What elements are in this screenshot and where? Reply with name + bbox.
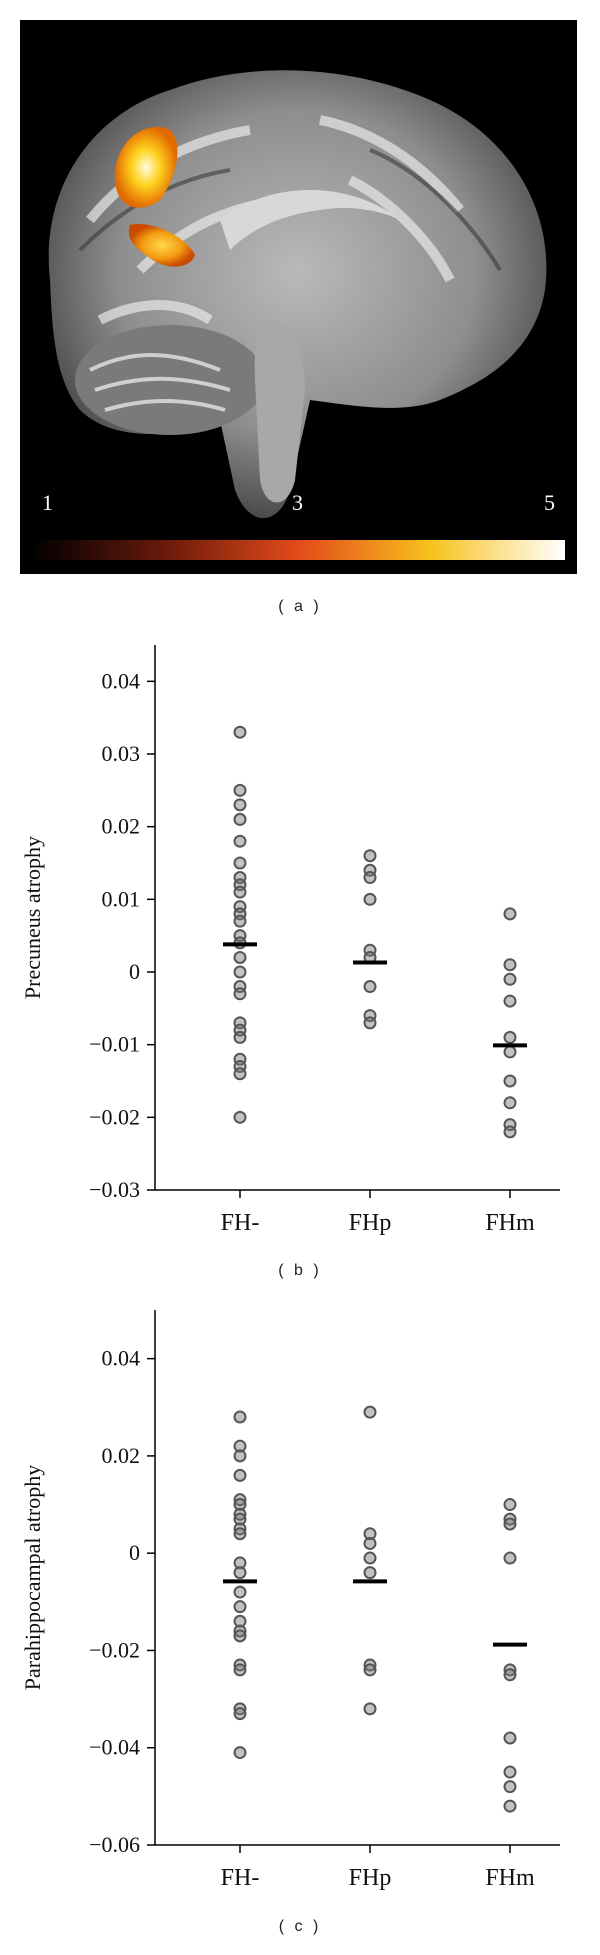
activation-parahippocampal <box>128 224 195 267</box>
y-tick-label: 0.04 <box>102 668 141 693</box>
data-point <box>233 1449 247 1463</box>
data-point <box>363 1663 377 1677</box>
x-tick-label: FH- <box>221 1865 260 1891</box>
data-point <box>233 1030 247 1044</box>
data-point <box>233 987 247 1001</box>
data-point <box>233 1468 247 1482</box>
data-point <box>233 1746 247 1760</box>
data-point <box>503 1498 517 1512</box>
data-point <box>363 849 377 863</box>
y-tick-label: 0.02 <box>102 814 141 839</box>
data-point <box>363 1405 377 1419</box>
data-point <box>233 1067 247 1081</box>
data-point <box>503 1780 517 1794</box>
data-point <box>363 1016 377 1030</box>
y-tick-label: 0.01 <box>102 886 141 911</box>
data-point <box>233 1527 247 1541</box>
data-point <box>503 1517 517 1531</box>
data-point <box>503 1125 517 1139</box>
y-tick-label: −0.03 <box>89 1177 140 1202</box>
data-point <box>233 1566 247 1580</box>
mri-brain-image: 1 3 5 <box>20 20 577 574</box>
data-point <box>233 725 247 739</box>
y-tick-label: 0.02 <box>102 1443 141 1468</box>
data-point <box>363 1566 377 1580</box>
data-point <box>363 980 377 994</box>
data-point <box>233 1556 247 1570</box>
data-point <box>363 892 377 906</box>
data-point <box>233 834 247 848</box>
y-axis-label: Parahippocampal atrophy <box>20 1465 45 1690</box>
data-point <box>233 885 247 899</box>
colorbar-tick-3: 3 <box>292 490 303 515</box>
data-point <box>233 856 247 870</box>
data-point <box>503 1074 517 1088</box>
data-point <box>503 1799 517 1813</box>
y-tick-label: −0.06 <box>89 1832 140 1857</box>
activation-precuneus <box>114 126 178 208</box>
data-point <box>233 1410 247 1424</box>
colorbar-tick-5: 5 <box>544 490 555 515</box>
data-point <box>363 1551 377 1565</box>
data-point <box>233 798 247 812</box>
y-tick-label: −0.02 <box>89 1104 140 1129</box>
data-point <box>233 1498 247 1512</box>
data-point <box>233 914 247 928</box>
panel-b-label: ( b ) <box>278 1262 322 1279</box>
brain-illustration <box>32 70 565 560</box>
data-point <box>233 1585 247 1599</box>
data-point <box>363 871 377 885</box>
precuneus-atrophy-chart: −0.03 −0.02 −0.01 0 0.01 0.02 0.03 0.04 FH- FHp FH… <box>20 645 560 1236</box>
data-point <box>503 972 517 986</box>
panel-c-label: ( c ) <box>278 1918 322 1935</box>
y-tick-label: −0.02 <box>89 1637 140 1662</box>
x-tick-label: FH- <box>221 1210 260 1236</box>
colorbar <box>32 540 565 560</box>
data-point <box>363 1527 377 1541</box>
data-point <box>233 1512 247 1526</box>
data-point <box>363 1536 377 1550</box>
x-tick-label: FHp <box>349 1865 392 1891</box>
y-tick-label: 0 <box>129 1540 140 1565</box>
data-point <box>233 1707 247 1721</box>
x-tick-label: FHm <box>485 1210 535 1236</box>
data-point <box>503 958 517 972</box>
x-tick-label: FHp <box>349 1210 392 1236</box>
data-point <box>503 1668 517 1682</box>
data-point <box>503 1731 517 1745</box>
data-point <box>503 1030 517 1044</box>
data-point <box>503 1045 517 1059</box>
data-point <box>363 1702 377 1716</box>
y-tick-label: 0 <box>129 959 140 984</box>
data-point <box>503 1096 517 1110</box>
y-tick-label: −0.04 <box>89 1735 140 1760</box>
data-point <box>233 965 247 979</box>
data-point <box>503 1765 517 1779</box>
y-tick-label: 0.04 <box>102 1346 141 1371</box>
data-point <box>233 1439 247 1453</box>
data-point <box>233 783 247 797</box>
data-point <box>233 1629 247 1643</box>
data-point <box>233 1600 247 1614</box>
y-axis-label: Precuneus atrophy <box>20 836 45 999</box>
panel-a-label: ( a ) <box>278 598 322 615</box>
y-tick-label: −0.01 <box>89 1032 140 1057</box>
data-point <box>503 994 517 1008</box>
data-point <box>503 1551 517 1565</box>
data-point <box>233 1110 247 1124</box>
data-point <box>233 1614 247 1628</box>
data-point <box>503 907 517 921</box>
data-point <box>233 1663 247 1677</box>
data-point <box>233 950 247 964</box>
data-point <box>233 812 247 826</box>
x-tick-label: FHm <box>485 1865 535 1891</box>
y-tick-label: 0.03 <box>102 741 141 766</box>
colorbar-tick-1: 1 <box>42 490 53 515</box>
parahippocampal-atrophy-chart: −0.06 −0.04 −0.02 0 0.02 0.04 FH- FHp FHm Parahip… <box>20 1310 560 1891</box>
